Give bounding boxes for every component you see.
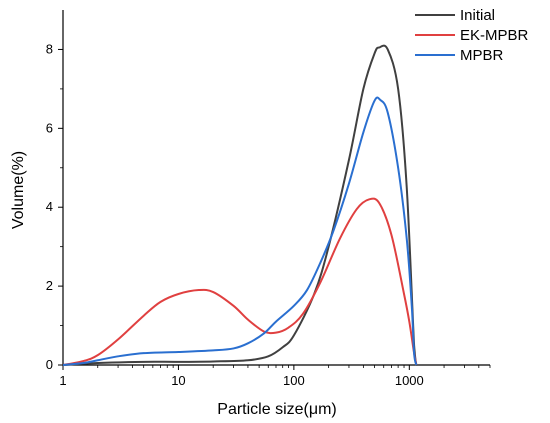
y-axis-title: Volume(%) — [10, 151, 27, 229]
x-tick-label: 1000 — [395, 373, 424, 388]
axes — [62, 10, 490, 366]
ticks: 1 10 100 1000 0 2 4 6 8 — [46, 41, 491, 388]
x-tick-label: 100 — [283, 373, 305, 388]
y-tick-label: 4 — [46, 199, 53, 214]
y-tick-label: 8 — [46, 41, 53, 56]
series-line-mpbr — [62, 96, 418, 366]
legend-label: EK-MPBR — [460, 27, 529, 44]
x-tick-label: 1 — [59, 373, 66, 388]
y-tick-label: 6 — [46, 120, 53, 135]
x-axis-title: Particle size(μm) — [217, 401, 336, 418]
series-line-ek-mpbr — [62, 197, 418, 366]
series-line-initial — [62, 44, 418, 366]
x-tick-label: 10 — [171, 373, 185, 388]
y-tick-label: 2 — [46, 278, 53, 293]
legend-label: Initial — [460, 7, 495, 24]
legend: Initial EK-MPBR MPBR — [415, 7, 529, 64]
legend-label: MPBR — [460, 47, 504, 64]
y-tick-label: 0 — [46, 357, 53, 372]
series-layer — [62, 44, 418, 366]
